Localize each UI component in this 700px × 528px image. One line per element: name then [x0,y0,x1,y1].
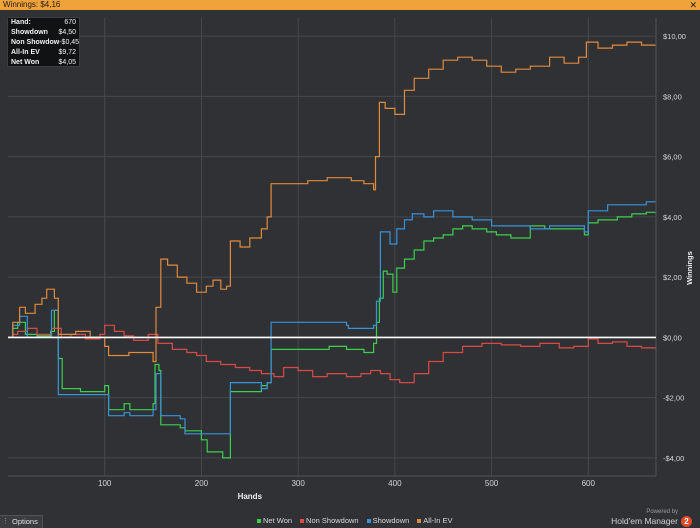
brand-block: Powered by Hold'em Manager 2 [602,508,692,527]
y-tick-label: $4,00 [663,213,682,222]
y-tick-label: $0,00 [663,333,682,342]
y-tick-label: $2,00 [663,273,682,282]
stat-label: Non Showdow [11,39,60,46]
x-tick-label: 200 [195,479,209,488]
y-tick-label: -$2,00 [663,394,684,403]
legend-swatch [366,519,371,523]
x-tick-label: 300 [291,479,305,488]
legend-label: Non Showdown [306,516,359,525]
y-axis-title: Winnings [685,251,694,285]
legend-swatch [300,519,305,523]
stat-value: 670 [64,19,76,26]
winnings-chart: 100 200 300 400 500 600 -$4,00 -$2,00 $0,00 $2,00… [8,18,694,501]
stat-row-all-in-ev: All-In EV $9,72 [11,48,76,58]
stat-row-showdown: Showdown $4,50 [11,28,76,38]
legend-label: Net Won [263,516,293,525]
y-tick-label: $6,00 [663,153,682,162]
y-tick-label: -$4,00 [663,454,684,463]
legend-swatch [257,519,261,523]
legend-item-showdown[interactable]: Showdown [366,516,410,526]
stat-label: All-In EV [11,49,40,56]
stat-label: Net Won [11,59,40,66]
chart-legend: Net Won Non Showdown Showdown All-In EV [257,516,452,526]
stat-row-hand: Hand: 670 [11,18,76,28]
stat-row-non-showdown: Non Showdow -$0,45 [11,38,80,48]
stat-row-net-won: Net Won $4,05 [11,58,76,68]
title-bar: Winnings: $4,16 ✕ [0,0,700,10]
hand-stats-panel: Hand: 670 Showdown $4,50 Non Showdow -$0,45… [7,17,80,67]
series-line-net-won [8,211,657,459]
stat-value: -$0,45 [59,39,80,46]
x-tick-label: 100 [98,479,112,488]
legend-item-all-in-ev[interactable]: All-In EV [417,516,452,526]
stat-label: Hand: [11,19,31,26]
y-tick-label: $10,00 [663,32,686,41]
stat-value: $9,72 [58,49,76,56]
options-button[interactable]: ⋮ Options [0,515,43,528]
powered-by-text: Powered by [646,509,678,515]
options-label: Options [12,517,38,526]
series-line-all-in-ev [8,41,657,363]
stat-label: Showdown [11,29,48,36]
brand-name: Hold'em Manager [611,516,678,526]
series-line-non-showdown [8,324,657,384]
legend-item-non-showdown[interactable]: Non Showdown [300,516,359,526]
x-axis-title: Hands [238,492,263,501]
series-line-showdown [8,201,656,435]
x-tick-label: 400 [388,479,402,488]
legend-item-net-won[interactable]: Net Won [257,516,292,526]
stat-value: $4,05 [58,59,76,66]
stat-value: $4,50 [58,29,76,36]
hm2-logo-icon: 2 [681,516,692,527]
grip-icon: ⋮ [2,518,9,525]
legend-swatch [417,519,422,523]
window-title: Winnings: $4,16 [3,0,61,9]
brand-line: Hold'em Manager 2 [602,516,692,527]
close-icon[interactable]: ✕ [689,0,697,10]
y-tick-label: $8,00 [663,92,682,101]
legend-label: All-In EV [423,516,453,525]
legend-label: Showdown [372,516,410,525]
x-tick-label: 500 [485,479,499,488]
x-tick-label: 600 [582,479,596,488]
